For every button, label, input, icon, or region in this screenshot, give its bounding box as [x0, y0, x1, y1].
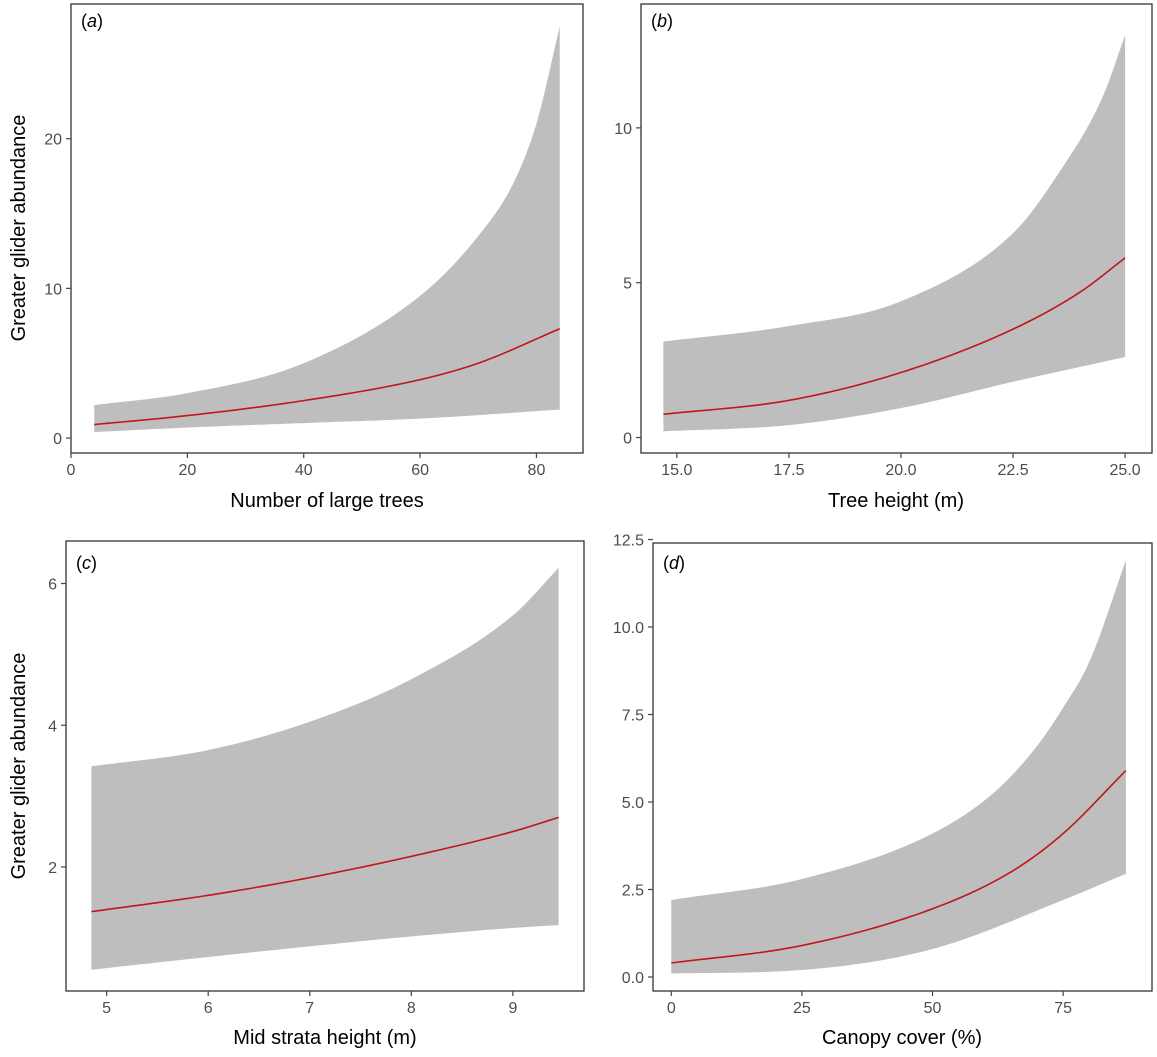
panel-d: 0 25 50 75 0.0 2.5 5.0 7.5 10.0 12.5 (d) Canopy c…: [613, 533, 1153, 1049]
panel-b-x-tick-label: 15.0: [661, 462, 692, 479]
panel-c-x-tick-label: 9: [508, 1000, 517, 1017]
panel-b-confidence-band: [663, 34, 1126, 432]
panel-c: 5 6 7 8 9 2 4 6 (c) Mid strata height (m) Great…: [8, 540, 585, 1049]
panel-a-x-tick-label: 40: [295, 462, 313, 479]
panel-a-x-tick-label: 80: [528, 462, 546, 479]
panel-b-x-tick-label: 22.5: [997, 462, 1028, 479]
panel-d-y-tick-label: 0.0: [622, 970, 644, 987]
panel-b-plot-area: 15.0 17.5 20.0 22.5 25.0 0 5 10: [614, 34, 1141, 479]
panel-c-y-axis-title: Greater glider abundance: [8, 653, 30, 880]
panel-b-y-tick-label: 0: [623, 431, 632, 448]
panel-b-fit-line: [663, 257, 1126, 416]
panel-a-confidence-band: [94, 26, 560, 433]
panel-c-y-tick-label: 4: [48, 718, 57, 735]
panel-a-tag: (a): [81, 11, 103, 31]
panel-c-x-tick-label: 7: [305, 1000, 314, 1017]
panel-c-x-tick-label: 5: [102, 1000, 111, 1017]
panel-d-fit-line: [671, 769, 1127, 964]
panel-d-x-tick-label: 0: [667, 1000, 676, 1017]
panel-a-y-tick-label: 10: [44, 281, 62, 298]
panel-a-x-tick-label: 20: [178, 462, 196, 479]
panel-a: 0 20 40 60 80 0 10 20 (a) Number of large trees…: [8, 3, 584, 512]
panel-a-fit-line: [94, 328, 561, 426]
panel-d-y-tick-label: 2.5: [622, 883, 644, 900]
panel-c-plot-area: 5 6 7 8 9 2 4 6: [48, 567, 559, 1017]
panel-d-x-tick-label: 50: [924, 1000, 942, 1017]
panel-c-fit-line: [91, 816, 559, 913]
panel-d-x-axis-title: Canopy cover (%): [822, 1027, 982, 1049]
panel-d-y-tick-label: 5.0: [622, 795, 644, 812]
panel-b-tag: (b): [651, 11, 673, 31]
panel-d-tag: (d): [663, 553, 685, 573]
panel-a-x-tick-label: 0: [67, 462, 76, 479]
panel-c-x-tick-label: 8: [407, 1000, 416, 1017]
panel-a-x-axis-title: Number of large trees: [230, 490, 423, 512]
panel-b-x-tick-label: 17.5: [773, 462, 804, 479]
panel-c-tag: (c): [76, 553, 97, 573]
panel-d-y-tick-label: 12.5: [613, 533, 644, 550]
panel-d-y-tick-label: 10.0: [613, 620, 644, 637]
panel-c-x-tick-label: 6: [204, 1000, 213, 1017]
panel-d-x-tick-label: 25: [793, 1000, 811, 1017]
panel-d-confidence-band: [671, 560, 1126, 974]
panel-c-confidence-band: [91, 567, 559, 970]
panel-a-y-tick-label: 0: [53, 431, 62, 448]
panel-c-x-axis-title: Mid strata height (m): [233, 1027, 416, 1049]
panel-d-x-tick-label: 75: [1054, 1000, 1072, 1017]
panel-c-y-tick-label: 2: [48, 860, 57, 877]
panel-d-y-tick-label: 7.5: [622, 708, 644, 725]
panel-a-y-axis-title: Greater glider abundance: [8, 115, 30, 342]
panel-b: 15.0 17.5 20.0 22.5 25.0 0 5 10 (b) Tree height…: [614, 3, 1153, 512]
panel-c-y-tick-label: 6: [48, 577, 57, 594]
panel-d-plot-area: 0 25 50 75 0.0 2.5 5.0 7.5 10.0 12.5: [613, 533, 1127, 1017]
panel-a-y-tick-label: 20: [44, 132, 62, 149]
panel-a-plot-area: 0 20 40 60 80 0 10 20: [44, 26, 561, 479]
panel-b-y-tick-label: 5: [623, 276, 632, 293]
panel-b-x-axis-title: Tree height (m): [828, 490, 964, 512]
panel-b-x-tick-label: 20.0: [885, 462, 916, 479]
panel-b-y-tick-label: 10: [614, 121, 632, 138]
panel-b-x-tick-label: 25.0: [1110, 462, 1141, 479]
panel-a-x-tick-label: 60: [411, 462, 429, 479]
